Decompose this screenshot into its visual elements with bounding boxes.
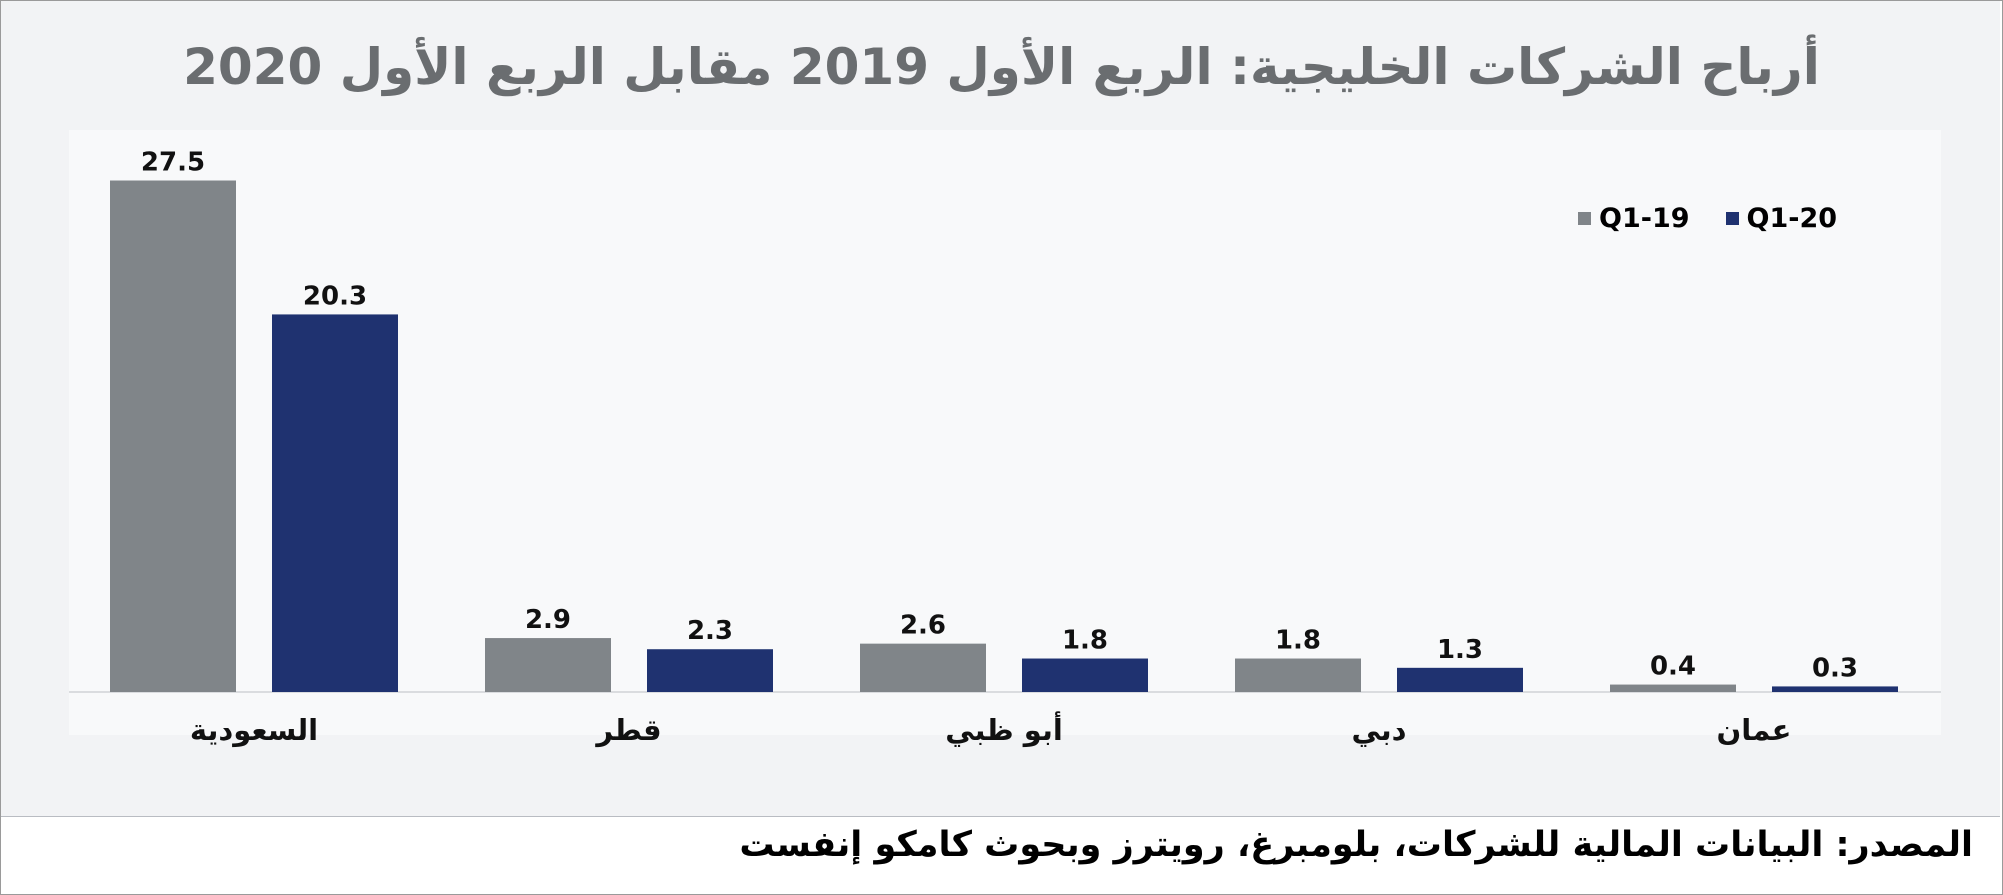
- data-label-q1-19-1: 2.9: [525, 605, 571, 635]
- category-label-4: عمان: [1717, 713, 1792, 747]
- data-label-q1-20-4: 0.3: [1812, 653, 1858, 683]
- legend-swatch-q1-19: [1578, 212, 1591, 225]
- bar-q1-19-3: [1235, 658, 1361, 692]
- bar-q1-20-1: [647, 649, 773, 692]
- data-label-q1-19-4: 0.4: [1650, 652, 1696, 682]
- category-label-1: قطر: [594, 713, 661, 747]
- legend: Q1-19 Q1-20: [1578, 203, 1837, 234]
- chart-title: أرباح الشركات الخليجية: الربع الأول 2019…: [183, 38, 1820, 96]
- data-label-q1-20-0: 20.3: [303, 281, 367, 311]
- legend-item-q1-19: Q1-19: [1578, 203, 1690, 234]
- legend-swatch-q1-20: [1725, 212, 1739, 225]
- category-label-3: دبي: [1351, 713, 1406, 747]
- source-note: المصدر: البيانات المالية للشركات، بلومبر…: [739, 825, 1973, 865]
- bar-q1-20-2: [1022, 658, 1148, 692]
- bar-q1-20-0: [272, 314, 398, 692]
- legend-item-q1-20: Q1-20: [1725, 203, 1838, 234]
- category-label-0: السعودية: [190, 713, 318, 747]
- data-label-q1-19-3: 1.8: [1275, 626, 1321, 656]
- legend-label-q1-20: Q1-20: [1746, 203, 1838, 234]
- legend-label-q1-19: Q1-19: [1599, 203, 1690, 234]
- bar-q1-19-0: [110, 180, 236, 692]
- bar-q1-19-1: [485, 638, 611, 692]
- bar-q1-20-4: [1772, 686, 1898, 692]
- data-label-q1-19-0: 27.5: [141, 148, 205, 178]
- bar-q1-19-4: [1610, 684, 1736, 692]
- data-label-q1-20-1: 2.3: [687, 616, 733, 646]
- data-label-q1-20-2: 1.8: [1062, 626, 1108, 656]
- bar-q1-19-2: [860, 643, 986, 692]
- category-label-2: أبو ظبي: [945, 711, 1063, 747]
- data-label-q1-19-2: 2.6: [900, 611, 946, 641]
- data-label-q1-20-3: 1.3: [1437, 635, 1483, 665]
- bar-q1-20-3: [1397, 667, 1523, 692]
